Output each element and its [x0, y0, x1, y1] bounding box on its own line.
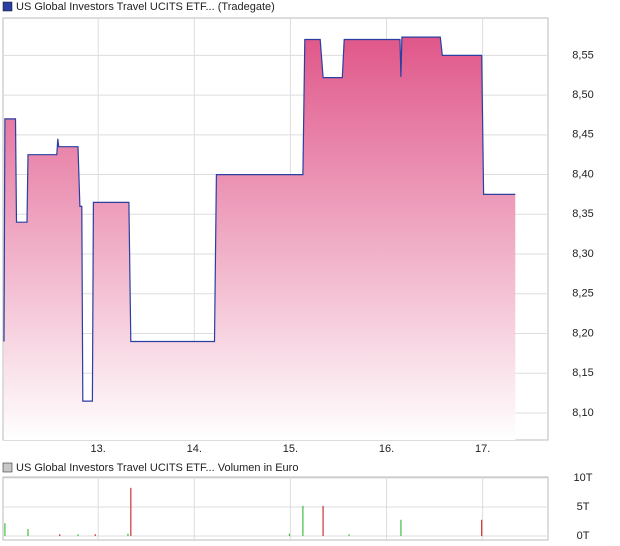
y-tick-label: 8,25 — [572, 288, 593, 300]
y-tick-label: 5T — [577, 501, 590, 513]
y-tick-label: 8,50 — [572, 89, 593, 101]
legend-label: US Global Investors Travel UCITS ETF... … — [16, 462, 298, 474]
x-tick-label: 15. — [283, 443, 298, 455]
legend-label: US Global Investors Travel UCITS ETF... … — [16, 1, 275, 13]
y-tick-label: 10T — [574, 472, 593, 484]
x-tick-label: 14. — [187, 443, 202, 455]
plot-area — [2, 476, 549, 541]
price-area — [3, 37, 516, 440]
y-tick-label: 0T — [577, 530, 590, 542]
y-tick-label: 8,15 — [572, 367, 593, 379]
y-tick-label: 8,40 — [572, 168, 593, 180]
y-tick-label: 8,45 — [572, 129, 593, 141]
legend-swatch — [2, 462, 13, 473]
price-line — [3, 36, 516, 402]
y-tick-label: 8,55 — [572, 49, 593, 61]
x-tick-label: 17. — [475, 443, 490, 455]
y-tick-label: 8,30 — [572, 248, 593, 260]
y-tick-label: 8,20 — [572, 327, 593, 339]
legend-swatch — [2, 1, 13, 12]
y-tick-label: 8,35 — [572, 208, 593, 220]
x-tick-label: 13. — [91, 443, 106, 455]
x-tick-label: 16. — [379, 443, 394, 455]
y-tick-label: 8,10 — [572, 407, 593, 419]
